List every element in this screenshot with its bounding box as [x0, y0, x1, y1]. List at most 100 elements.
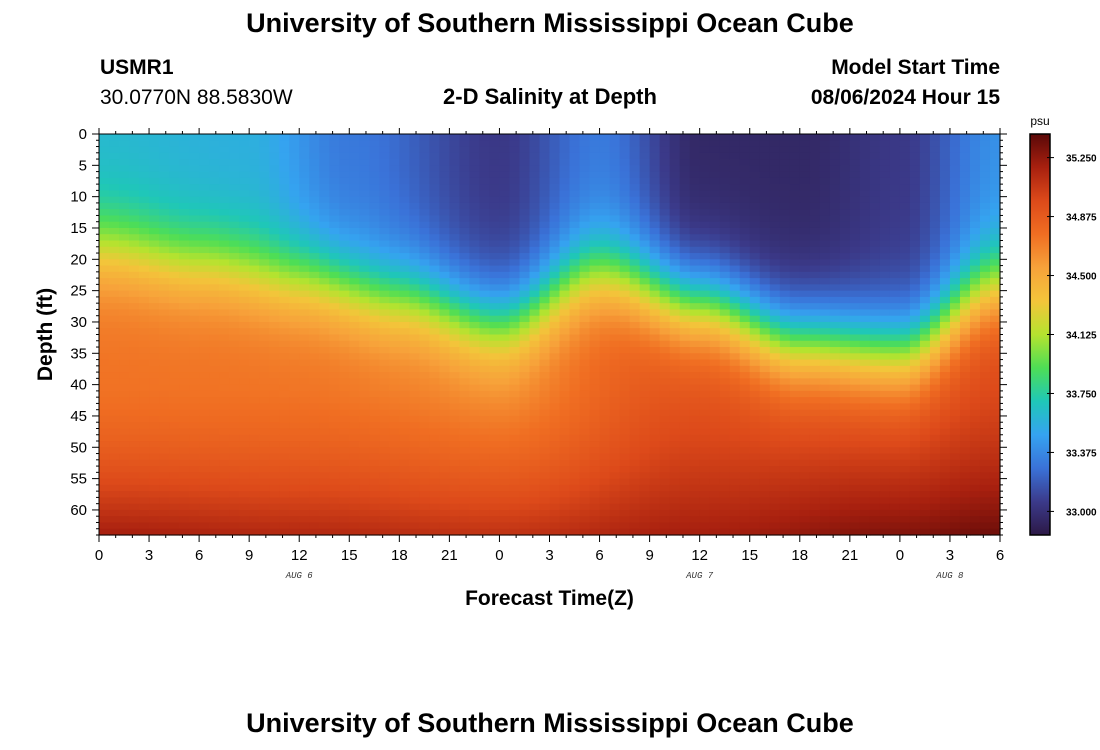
heatmap-cell: [239, 221, 250, 229]
heatmap-cell: [799, 221, 811, 229]
heatmap-cell: [879, 359, 891, 367]
heatmap-cell: [629, 472, 641, 480]
heatmap-cell: [669, 134, 681, 141]
heatmap-cell: [599, 196, 611, 204]
heatmap-cell: [879, 372, 891, 379]
heatmap-cell: [929, 447, 941, 455]
heatmap-cell: [709, 453, 721, 461]
heatmap-cell: [969, 309, 981, 317]
heatmap-cell: [709, 347, 721, 354]
heatmap-cell: [889, 246, 901, 254]
heatmap-cell: [129, 434, 140, 442]
heatmap-cell: [279, 340, 290, 348]
heatmap-cell: [459, 397, 471, 405]
heatmap-cell: [979, 372, 991, 379]
heatmap-cell: [329, 441, 340, 448]
heatmap-cell: [239, 171, 250, 179]
heatmap-cell: [399, 403, 410, 411]
heatmap-cell: [429, 140, 440, 148]
heatmap-cell: [229, 422, 240, 430]
heatmap-cell: [499, 409, 511, 417]
heatmap-cell: [579, 328, 591, 336]
heatmap-cell: [269, 246, 280, 254]
heatmap-cell: [779, 290, 791, 298]
heatmap-cell: [679, 397, 691, 405]
heatmap-cell: [99, 134, 110, 141]
heatmap-cell: [809, 365, 821, 373]
heatmap-cell: [199, 152, 210, 160]
heatmap-cell: [989, 177, 1001, 185]
heatmap-cell: [559, 134, 571, 141]
heatmap-cell: [829, 409, 841, 417]
heatmap-cell: [749, 246, 761, 254]
heatmap-cell: [789, 384, 801, 392]
heatmap-cell: [829, 378, 841, 386]
heatmap-cell: [769, 159, 781, 166]
heatmap-cell: [449, 441, 460, 448]
heatmap-cell: [329, 384, 340, 392]
heatmap-cell: [929, 165, 941, 173]
heatmap-cell: [309, 397, 320, 405]
heatmap-cell: [859, 159, 871, 166]
heatmap-cell: [719, 397, 731, 405]
heatmap-cell: [439, 246, 450, 254]
heatmap-cell: [279, 171, 290, 179]
heatmap-cell: [669, 284, 681, 292]
heatmap-cell: [489, 296, 501, 304]
heatmap-cell: [739, 196, 751, 204]
heatmap-cell: [289, 372, 300, 379]
heatmap-cell: [769, 428, 781, 436]
heatmap-cell: [589, 459, 601, 467]
heatmap-cell: [549, 447, 561, 455]
heatmap-cell: [509, 202, 521, 210]
heatmap-cell: [929, 441, 941, 448]
heatmap-cell: [909, 152, 921, 160]
heatmap-cell: [939, 359, 951, 367]
heatmap-cell: [899, 296, 911, 304]
heatmap-cell: [409, 328, 420, 336]
heatmap-cell: [819, 378, 831, 386]
heatmap-cell: [289, 441, 300, 448]
heatmap-cell: [849, 340, 861, 348]
heatmap-cell: [569, 246, 581, 254]
heatmap-cell: [369, 409, 380, 417]
heatmap-cell: [479, 415, 491, 423]
heatmap-cell: [389, 215, 400, 223]
heatmap-cell: [829, 284, 841, 292]
heatmap-cell: [709, 221, 721, 229]
heatmap-cell: [119, 472, 130, 480]
heatmap-cell: [149, 472, 160, 480]
heatmap-cell: [299, 296, 310, 304]
heatmap-cell: [849, 378, 861, 386]
heatmap-cell: [259, 359, 270, 367]
heatmap-cell: [399, 415, 410, 423]
heatmap-cell: [469, 177, 481, 185]
heatmap-cell: [469, 196, 481, 204]
heatmap-cell: [499, 253, 511, 260]
heatmap-cell: [659, 372, 671, 379]
heatmap-cell: [679, 347, 691, 354]
heatmap-cell: [229, 472, 240, 480]
heatmap-cell: [189, 384, 200, 392]
heatmap-cell: [99, 152, 110, 160]
heatmap-cell: [699, 415, 711, 423]
heatmap-cell: [219, 184, 230, 191]
heatmap-cell: [319, 196, 330, 204]
heatmap-cell: [619, 177, 631, 185]
heatmap-cell: [609, 353, 621, 361]
heatmap-cell: [139, 278, 150, 285]
heatmap-cell: [379, 134, 390, 141]
heatmap-cell: [799, 140, 811, 148]
heatmap-cell: [829, 152, 841, 160]
heatmap-cell: [319, 472, 330, 480]
heatmap-cell: [919, 196, 931, 204]
heatmap-cell: [849, 265, 861, 273]
heatmap-cell: [739, 146, 751, 154]
heatmap-cell: [439, 202, 450, 210]
heatmap-cell: [169, 146, 180, 154]
heatmap-cell: [239, 309, 250, 317]
heatmap-cell: [559, 447, 571, 455]
heatmap-cell: [789, 184, 801, 191]
heatmap-cell: [339, 459, 350, 467]
heatmap-cell: [409, 390, 420, 398]
